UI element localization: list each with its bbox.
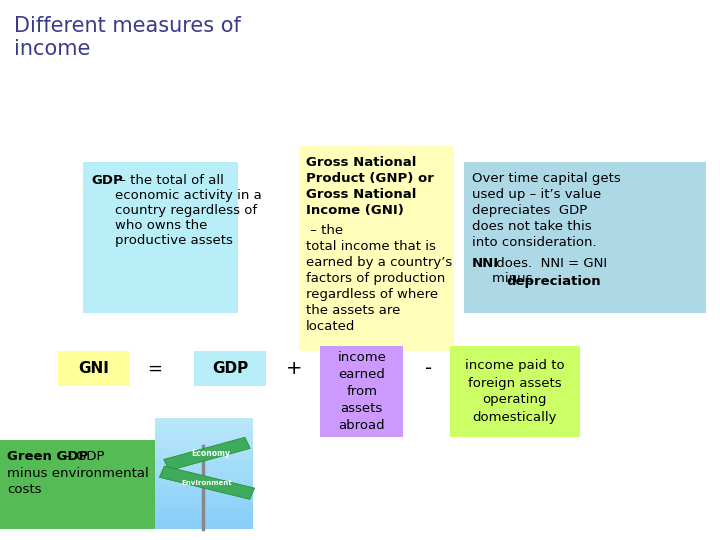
FancyBboxPatch shape — [58, 351, 130, 386]
Text: NNI: NNI — [472, 258, 499, 271]
FancyBboxPatch shape — [155, 418, 252, 529]
Text: – the
total income that is
earned by a country’s
factors of production
regardles: – the total income that is earned by a c… — [306, 224, 452, 333]
Text: +: + — [286, 359, 302, 378]
Text: GNI: GNI — [78, 361, 109, 376]
FancyBboxPatch shape — [464, 162, 706, 313]
Text: Economy: Economy — [191, 449, 230, 457]
FancyBboxPatch shape — [163, 437, 251, 470]
Text: minus environmental
costs: minus environmental costs — [7, 467, 149, 496]
Text: =: = — [148, 359, 162, 377]
FancyBboxPatch shape — [0, 440, 155, 529]
FancyBboxPatch shape — [299, 146, 454, 351]
FancyBboxPatch shape — [194, 351, 266, 386]
Text: – GDP: – GDP — [61, 450, 104, 463]
Text: – the total of all
economic activity in a
country regardless of
who owns the
pro: – the total of all economic activity in … — [115, 174, 262, 247]
Text: GDP: GDP — [212, 361, 248, 376]
Text: -: - — [425, 359, 432, 378]
FancyBboxPatch shape — [320, 346, 403, 437]
Text: Over time capital gets
used up – it’s value
depreciates  GDP
does not take this
: Over time capital gets used up – it’s va… — [472, 172, 621, 249]
Text: income paid to
foreign assets
operating
domestically: income paid to foreign assets operating … — [465, 360, 564, 423]
Text: income
earned
from
assets
abroad: income earned from assets abroad — [338, 351, 386, 432]
Text: depreciation: depreciation — [506, 275, 600, 288]
Text: Environment: Environment — [181, 480, 233, 485]
Text: does.  NNI = GNI
minus: does. NNI = GNI minus — [492, 258, 607, 286]
FancyBboxPatch shape — [450, 346, 580, 437]
FancyBboxPatch shape — [159, 466, 255, 500]
Text: Gross National
Product (GNP) or
Gross National
Income (GNI): Gross National Product (GNP) or Gross Na… — [306, 156, 434, 217]
FancyBboxPatch shape — [83, 162, 238, 313]
Text: GDP: GDP — [91, 174, 123, 187]
Text: Green GDP: Green GDP — [7, 450, 89, 463]
Text: Different measures of
income: Different measures of income — [14, 16, 241, 59]
